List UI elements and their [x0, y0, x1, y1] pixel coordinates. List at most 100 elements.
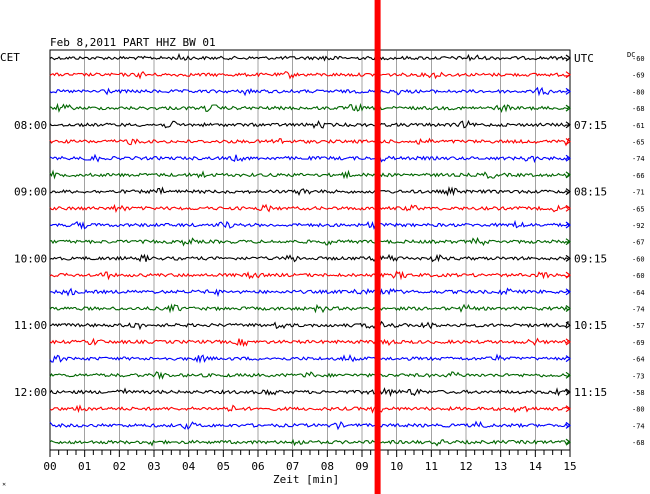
- seismic-trace: [49, 253, 570, 263]
- dc-header: DC: [627, 51, 635, 59]
- seismic-trace: [49, 287, 570, 298]
- seismic-trace: [49, 236, 570, 247]
- x-tick-label: 08: [321, 460, 334, 473]
- seismic-trace: [49, 137, 570, 147]
- trace-end-arrow: [565, 438, 571, 446]
- x-tick-label: 05: [217, 460, 230, 473]
- plot-grid: [49, 49, 571, 451]
- seismic-trace: [49, 438, 570, 447]
- utc-time-label: 08:15: [574, 186, 607, 199]
- seismic-trace: [49, 86, 570, 97]
- x-tick-label: 00: [43, 460, 56, 473]
- x-tick-label: 04: [182, 460, 196, 473]
- seismic-trace: [49, 270, 570, 281]
- trace-end-arrow: [565, 305, 571, 312]
- trace-end-arrow: [565, 355, 571, 363]
- cet-time-label: 10:00: [14, 252, 47, 265]
- seismic-trace: [49, 52, 570, 62]
- utc-time-label: 10:15: [574, 319, 607, 332]
- trace-end-arrow: [565, 238, 571, 246]
- trace-end-arrow: [565, 71, 571, 79]
- time-labels: 08:00 09:00 10:00 11:00 12:00 UTC 07:15 08:15 09…: [14, 52, 607, 399]
- dc-offset-value: -65: [632, 139, 645, 147]
- dc-offset-value: -68: [632, 105, 645, 113]
- seismic-trace: [49, 320, 570, 331]
- trace-end-arrow: [565, 138, 571, 145]
- dc-offset-value: -60: [632, 255, 645, 263]
- trace-end-arrow: [565, 405, 571, 413]
- dc-offset-value: -80: [632, 406, 645, 414]
- trace-end-arrow: [565, 87, 571, 95]
- trace-end-arrow: [565, 54, 571, 62]
- trace-end-arrow: [565, 204, 571, 212]
- x-axis: 00 01 02 03 04 05 06 07 08 09 10 11 12 13 14 15: [43, 450, 577, 473]
- seismic-trace: [49, 303, 570, 314]
- seismic-trace: [49, 371, 570, 380]
- utc-time-label: 11:15: [574, 386, 607, 399]
- cet-time-label: 08:00: [14, 119, 47, 132]
- seismic-trace: [49, 219, 570, 230]
- x-tick-label: 07: [286, 460, 299, 473]
- seismic-trace: [49, 337, 570, 348]
- x-tick-label: 10: [390, 460, 403, 473]
- x-tick-label: 03: [147, 460, 160, 473]
- cet-label: CET: [0, 51, 20, 64]
- chart-title: Feb 8,2011 PART HHZ BW 01: [50, 36, 216, 49]
- x-tick-label: 02: [113, 460, 126, 473]
- x-tick-label: 12: [459, 460, 472, 473]
- x-tick-label: 14: [529, 460, 543, 473]
- trace-end-arrow: [565, 188, 571, 196]
- dc-offset-value: -58: [632, 389, 645, 397]
- dc-offset-value: -69: [632, 339, 645, 347]
- dc-offset-value: -61: [632, 122, 645, 130]
- trace-end-arrow: [565, 271, 571, 279]
- dc-offset-value: -73: [632, 372, 645, 380]
- dc-offset-value: -64: [632, 289, 645, 297]
- dc-offset-labels: -60 -69 -80 -68 -61 -65 -74 -66 -71 -65 -92 -67 -60 -…: [632, 55, 645, 447]
- trace-end-arrow: [565, 338, 571, 346]
- trace-end-arrow: [565, 221, 571, 229]
- seismic-trace: [49, 102, 570, 114]
- seismic-trace: [49, 203, 570, 214]
- seismic-trace: [49, 119, 570, 129]
- trace-end-arrow: [565, 104, 571, 112]
- trace-end-arrow: [565, 121, 571, 129]
- cet-time-label: 11:00: [14, 319, 47, 332]
- event-marker-line: [374, 0, 381, 494]
- dc-offset-value: -80: [632, 88, 645, 96]
- utc-time-label: 07:15: [574, 119, 607, 132]
- dc-offset-value: -64: [632, 356, 645, 364]
- dc-offset-value: -66: [632, 172, 645, 180]
- seismic-trace: [49, 70, 570, 80]
- x-tick-label: 15: [563, 460, 576, 473]
- trace-end-arrow: [565, 321, 571, 329]
- x-tick-label: 01: [78, 460, 91, 473]
- x-tick-label: 11: [425, 460, 438, 473]
- utc-time-label: 09:15: [574, 252, 607, 265]
- utc-label: UTC: [574, 52, 594, 65]
- corner-mark: ✕: [2, 482, 6, 488]
- dc-offset-value: -74: [632, 306, 645, 314]
- dc-offset-value: -65: [632, 205, 645, 213]
- x-tick-label: 13: [494, 460, 507, 473]
- seismic-trace: [49, 353, 570, 364]
- seismic-trace: [49, 186, 569, 197]
- trace-end-arrow: [565, 171, 571, 179]
- dc-offset-value: -67: [632, 239, 645, 247]
- dc-offset-value: -57: [632, 322, 645, 330]
- dc-offset-value: -74: [632, 155, 645, 163]
- seismic-trace: [49, 153, 570, 164]
- trace-end-arrow: [565, 421, 571, 429]
- dc-offset-value: -68: [632, 439, 645, 447]
- x-tick-label: 09: [355, 460, 368, 473]
- dc-offset-value: -69: [632, 72, 645, 80]
- dc-offset-value: -74: [632, 422, 645, 430]
- x-axis-label: Zeit [min]: [273, 473, 339, 486]
- dc-offset-value: -60: [632, 55, 645, 63]
- x-tick-label: 06: [251, 460, 264, 473]
- dc-offset-value: -92: [632, 222, 645, 230]
- trace-end-arrow: [565, 288, 571, 296]
- seismic-trace: [49, 387, 570, 398]
- trace-end-arrow: [565, 388, 571, 396]
